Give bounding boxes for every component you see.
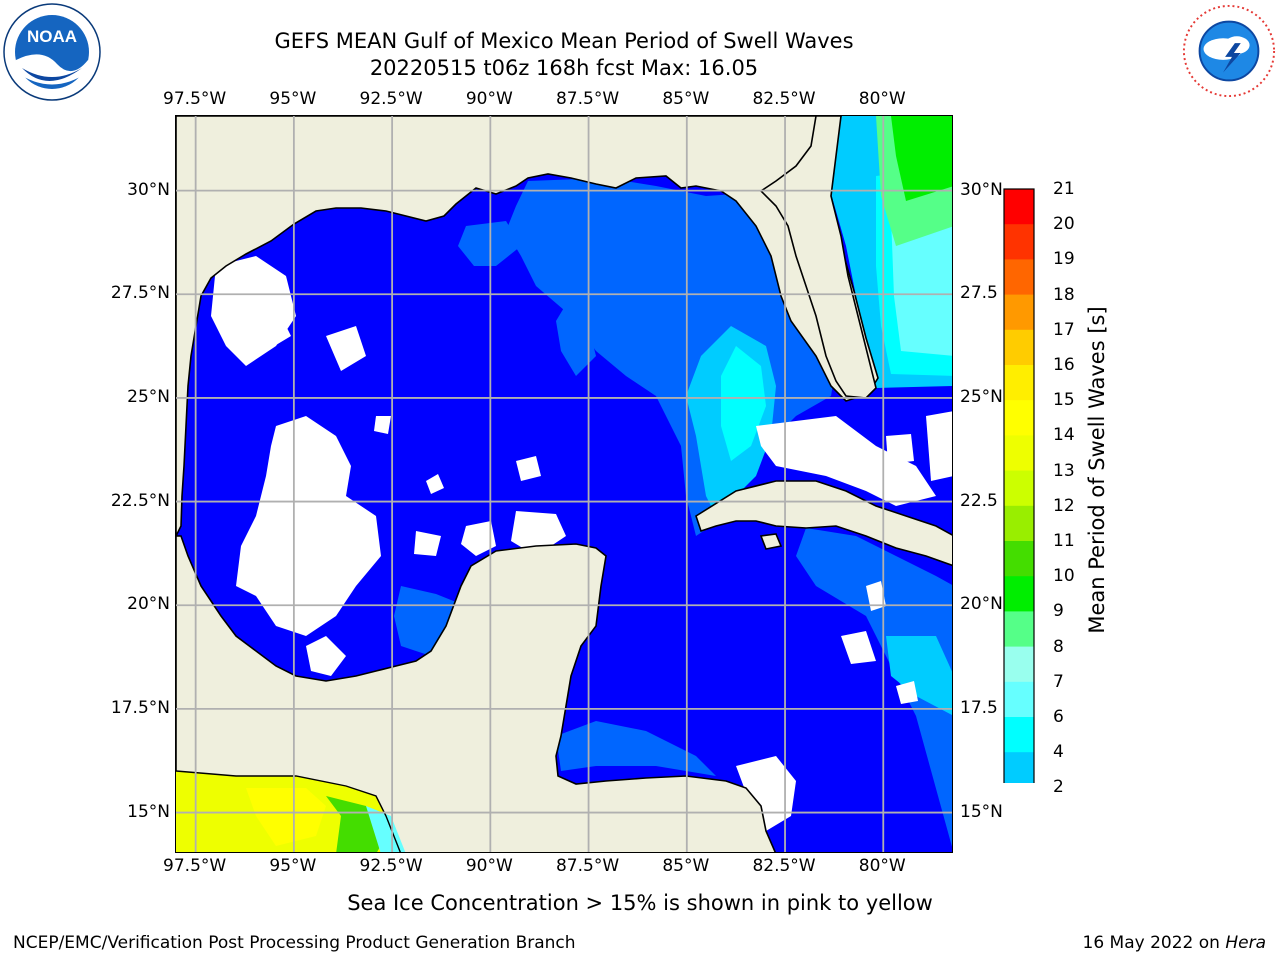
colorbar-tick-label: 7 (1053, 671, 1064, 692)
colorbar-segment (1004, 576, 1034, 612)
colorbar-tick-label: 2 (1053, 777, 1064, 798)
colorbar-segment (1004, 329, 1034, 366)
colorbar-tick-label: 11 (1053, 531, 1075, 551)
colorbar-tick-label: 19 (1053, 249, 1075, 270)
lat-tick-left: 30°N (127, 179, 170, 200)
colorbar-segment (1004, 470, 1034, 507)
map-title: GEFS MEAN Gulf of Mexico Mean Period of … (274, 29, 854, 53)
lat-tick-left: 20°N (127, 594, 170, 615)
lon-tick-top: 80°W (858, 89, 906, 109)
lat-tick-left: 22.5°N (110, 490, 170, 511)
colorbar-segment (1004, 752, 1034, 783)
lon-tick-bottom: 85°W (662, 856, 710, 876)
colorbar (1003, 188, 1035, 783)
lon-tick-bottom: 80°W (858, 856, 906, 876)
lat-tick-right: 17.5 (960, 697, 998, 718)
colorbar-tick-label: 14 (1053, 425, 1075, 446)
lon-tick-bottom: 90°W (465, 856, 513, 876)
colorbar-tick-label: 13 (1053, 460, 1075, 481)
colorbar-segment (1004, 681, 1034, 718)
lon-tick-top: 95°W (269, 89, 317, 109)
pacific-green (326, 796, 386, 852)
lon-tick-top: 85°W (662, 89, 710, 109)
colorbar-segment (1004, 541, 1034, 577)
lat-tick-left: 15°N (127, 801, 170, 822)
colorbar-title: Mean Period of Swell Waves [s] (1085, 306, 1109, 634)
colorbar-segment (1004, 259, 1034, 296)
lon-tick-top: 82.5°W (752, 89, 816, 109)
colorbar-segment (1004, 717, 1034, 753)
colorbar-tick-label: 9 (1053, 601, 1064, 622)
lat-tick-right: 30°N (960, 179, 1003, 200)
lon-tick-top: 97.5°W (163, 89, 227, 109)
pacific-high (246, 788, 326, 846)
noaa-logo: NOAA (3, 3, 101, 101)
colorbar-segment (1004, 611, 1034, 648)
florida-land (759, 116, 877, 399)
lat-tick-right: 25°N (960, 386, 1003, 407)
lon-tick-top: 87.5°W (555, 89, 620, 109)
lon-tick-top: 92.5°W (359, 89, 423, 109)
lat-tick-right: 27.5 (960, 283, 998, 304)
colorbar-tick-label: 21 (1053, 179, 1075, 199)
lon-tick-bottom: 87.5°W (555, 856, 620, 876)
credit-right: 16 May 2022 on Hera (1083, 933, 1267, 953)
colorbar-segment (1004, 189, 1034, 225)
map-panel (175, 115, 953, 853)
lat-tick-left: 27.5°N (110, 283, 170, 304)
lat-tick-right: 20°N (960, 594, 1003, 615)
colorbar-segment (1004, 400, 1034, 436)
lat-tick-right: 22.5 (960, 490, 998, 511)
lon-tick-bottom: 82.5°W (752, 856, 816, 876)
colorbar-tick-label: 18 (1053, 284, 1075, 305)
colorbar-tick-label: 16 (1053, 355, 1075, 375)
colorbar-segment (1004, 294, 1034, 331)
lat-tick-right: 15°N (960, 801, 1003, 822)
colorbar-tick-label: 8 (1053, 636, 1064, 657)
lat-tick-left: 17.5°N (110, 697, 170, 718)
colorbar-tick-label: 6 (1053, 707, 1064, 727)
lat-tick-left: 25°N (127, 386, 170, 407)
map-subtitle: 20220515 t06z 168h fcst Max: 16.05 (369, 56, 759, 80)
graticule (176, 116, 952, 852)
colorbar-tick-label: 10 (1053, 566, 1075, 587)
colorbar-segment (1004, 224, 1034, 260)
colorbar-tick-label: 20 (1053, 214, 1075, 235)
colorbar-segment (1004, 646, 1034, 683)
colorbar-segment (1004, 505, 1034, 542)
credit-left: NCEP/EMC/Verification Post Processing Pr… (13, 933, 576, 953)
lon-tick-bottom: 95°W (269, 856, 317, 876)
colorbar-segment (1004, 435, 1034, 472)
colorbar-tick-label: 4 (1053, 742, 1064, 763)
colorbar-tick-label: 12 (1053, 495, 1075, 516)
colorbar-segment (1004, 365, 1034, 401)
lon-tick-bottom: 97.5°W (163, 856, 227, 876)
sea-ice-note: Sea Ice Concentration > 15% is shown in … (347, 891, 933, 915)
noaa-logo-text: NOAA (27, 27, 77, 46)
map-canvas (176, 116, 952, 852)
lon-tick-bottom: 92.5°W (359, 856, 423, 876)
nws-logo (1182, 4, 1276, 98)
lon-tick-top: 90°W (465, 89, 513, 109)
credit-host: Hera (1225, 933, 1266, 953)
colorbar-tick-label: 15 (1053, 390, 1075, 411)
credit-date: 16 May 2022 on (1082, 933, 1226, 953)
colorbar-outline (1003, 188, 1035, 783)
colorbar-tick-label: 17 (1053, 319, 1075, 340)
pacific-coastline (176, 770, 401, 852)
